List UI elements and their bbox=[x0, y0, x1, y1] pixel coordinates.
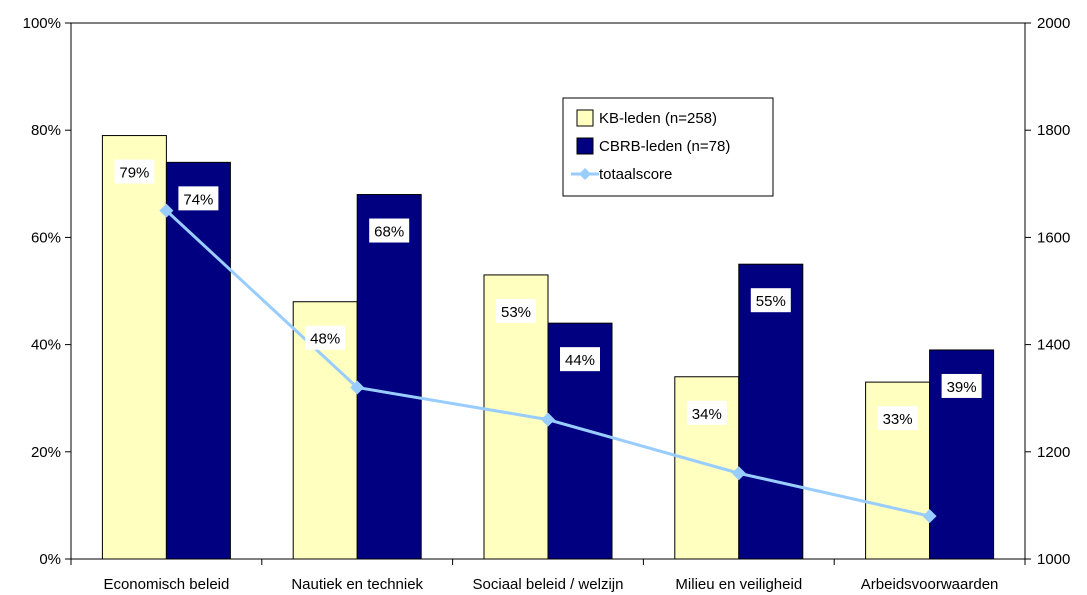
data-label-box bbox=[496, 298, 536, 323]
legend: KB-leden (n=258) CBRB-leden (n=78) totaals… bbox=[562, 97, 774, 197]
data-label: 39% bbox=[947, 379, 977, 396]
legend-label: totaalscore bbox=[599, 166, 672, 183]
data-label-box bbox=[178, 186, 219, 211]
bar bbox=[738, 263, 804, 560]
legend-swatch bbox=[576, 137, 594, 155]
x-tick-label: Economisch beleid bbox=[103, 576, 229, 593]
data-label-box bbox=[941, 373, 982, 398]
data-label: 53% bbox=[501, 304, 531, 321]
legend-label: KB-leden (n=258) bbox=[599, 110, 717, 127]
y-right-tick-label: 1800 bbox=[1037, 122, 1070, 139]
y-right-tick-label: 1000 bbox=[1037, 551, 1070, 568]
data-label-box bbox=[305, 325, 346, 350]
y-left-tick-label: 40% bbox=[31, 337, 61, 354]
y-left-tick-label: 0% bbox=[39, 551, 61, 568]
y-left-tick-label: 80% bbox=[31, 122, 61, 139]
legend-label: CBRB-leden (n=78) bbox=[599, 138, 730, 155]
data-label-box bbox=[560, 347, 600, 372]
x-tick-label: Nautiek en techniek bbox=[291, 576, 423, 593]
data-label-box bbox=[686, 400, 727, 425]
y-left-tick-label: 60% bbox=[31, 229, 61, 246]
bar bbox=[547, 322, 613, 560]
y-left-tick-label: 20% bbox=[31, 444, 61, 461]
x-tick-label: Arbeidsvoorwaarden bbox=[861, 576, 999, 593]
x-tick-label: Sociaal beleid / welzijn bbox=[473, 576, 624, 593]
legend-marker bbox=[579, 168, 591, 180]
line-layer bbox=[159, 203, 937, 524]
y-right-tick-label: 1400 bbox=[1037, 337, 1070, 354]
x-tick-label: Milieu en veiligheid bbox=[675, 576, 802, 593]
y-right-tick-label: 2000 bbox=[1037, 15, 1070, 32]
data-label: 34% bbox=[692, 406, 722, 423]
bar-labels-layer: 79% 48% 53% 34% 33% 74% 68% 44% 55% 39% bbox=[114, 159, 982, 431]
line-point bbox=[731, 466, 746, 481]
data-label-box bbox=[750, 288, 791, 313]
bars-layer bbox=[101, 135, 995, 560]
y-right-tick-label: 1600 bbox=[1037, 229, 1070, 246]
line-point bbox=[922, 509, 937, 524]
data-label: 55% bbox=[756, 293, 786, 310]
bar bbox=[356, 194, 422, 560]
data-label-box bbox=[877, 406, 918, 431]
bar bbox=[165, 161, 231, 560]
data-label: 74% bbox=[183, 191, 213, 208]
line-point bbox=[541, 412, 555, 427]
line-point bbox=[159, 203, 174, 218]
data-label: 68% bbox=[374, 224, 404, 241]
data-label: 33% bbox=[883, 411, 913, 428]
legend-swatch bbox=[576, 109, 594, 127]
data-label-box bbox=[114, 159, 155, 184]
bar bbox=[101, 135, 167, 560]
legend-box bbox=[562, 97, 774, 197]
data-label: 44% bbox=[565, 352, 595, 369]
y-left-tick-label: 100% bbox=[23, 15, 61, 32]
data-label-box bbox=[369, 218, 410, 243]
line-point bbox=[350, 380, 365, 395]
data-label: 48% bbox=[310, 331, 340, 348]
y-right-tick-label: 1200 bbox=[1037, 444, 1070, 461]
data-label: 79% bbox=[119, 165, 149, 182]
axes-layer: Economisch beleid Nautiek en techniek Soci… bbox=[23, 15, 1071, 593]
